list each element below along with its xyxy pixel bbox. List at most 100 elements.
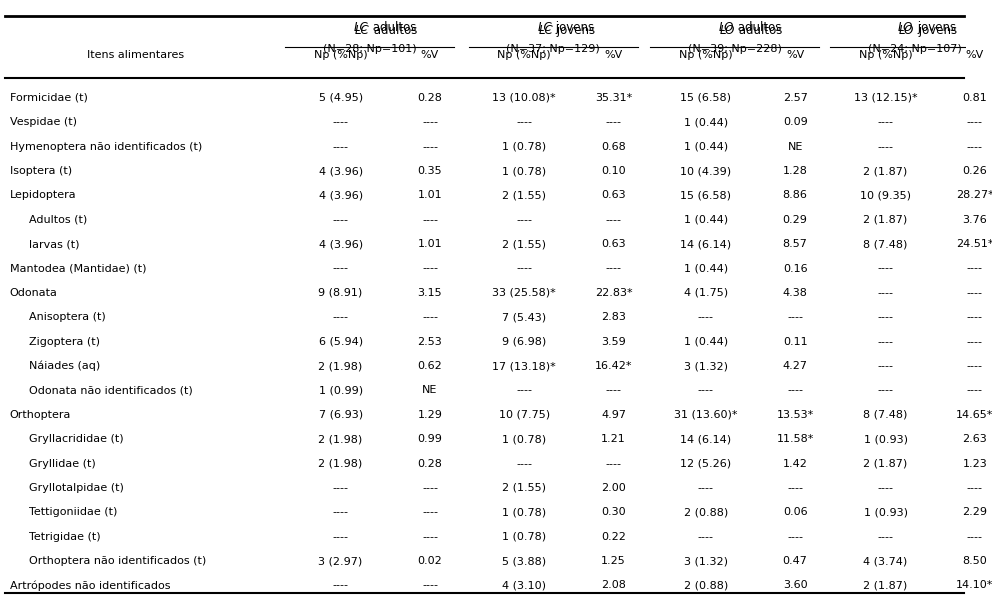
Text: ----: ----	[878, 142, 894, 151]
Text: 6 (5.94): 6 (5.94)	[318, 337, 363, 347]
Text: ----: ----	[878, 385, 894, 395]
Text: 15 (6.58): 15 (6.58)	[681, 190, 731, 201]
Text: Zigoptera (t): Zigoptera (t)	[29, 337, 100, 347]
Text: 14.10*: 14.10*	[956, 581, 992, 590]
Text: ----: ----	[332, 532, 348, 542]
Text: 2 (1.87): 2 (1.87)	[863, 458, 908, 469]
Text: 1 (0.44): 1 (0.44)	[683, 264, 728, 274]
Text: Np (%Np): Np (%Np)	[313, 50, 367, 60]
Text: LC: LC	[354, 21, 369, 34]
Text: 0.62: 0.62	[418, 361, 442, 371]
Text: Tetrigidae (t): Tetrigidae (t)	[29, 532, 100, 542]
Text: ----: ----	[332, 483, 348, 493]
Text: ----: ----	[697, 385, 714, 395]
Text: 13 (10.08)*: 13 (10.08)*	[492, 93, 556, 103]
Text: 1 (0.93): 1 (0.93)	[863, 434, 908, 444]
Text: adultos: adultos	[735, 24, 782, 37]
Text: 24.51*: 24.51*	[956, 239, 992, 249]
Text: ----: ----	[967, 313, 983, 322]
Text: ----: ----	[967, 264, 983, 274]
Text: 1 (0.78): 1 (0.78)	[502, 434, 547, 444]
Text: ----: ----	[516, 117, 532, 127]
Text: 1.23: 1.23	[962, 458, 987, 469]
Text: 3 (2.97): 3 (2.97)	[318, 556, 363, 566]
Text: 8 (7.48): 8 (7.48)	[863, 410, 908, 420]
Text: adultos: adultos	[369, 21, 416, 34]
Text: 0.81: 0.81	[962, 93, 987, 103]
Text: ----: ----	[697, 313, 714, 322]
Text: ----: ----	[422, 313, 437, 322]
Text: 1.25: 1.25	[601, 556, 626, 566]
Text: Np (%Np): Np (%Np)	[679, 50, 733, 60]
Text: 2.83: 2.83	[601, 313, 626, 322]
Text: 10 (4.39): 10 (4.39)	[681, 166, 731, 176]
Text: 0.28: 0.28	[418, 93, 442, 103]
Text: 0.26: 0.26	[962, 166, 987, 176]
Text: ----: ----	[878, 264, 894, 274]
Text: Orthoptera não identificados (t): Orthoptera não identificados (t)	[29, 556, 206, 566]
Text: 3 (1.32): 3 (1.32)	[683, 361, 728, 371]
Text: Odonata não identificados (t): Odonata não identificados (t)	[29, 385, 192, 395]
Text: ----: ----	[967, 483, 983, 493]
Text: LO: LO	[719, 24, 735, 37]
Text: (N=39; Np=228): (N=39; Np=228)	[687, 44, 782, 54]
Text: 8.50: 8.50	[962, 556, 987, 566]
Text: ----: ----	[332, 264, 348, 274]
Text: 17 (13.18)*: 17 (13.18)*	[492, 361, 557, 371]
Text: ----: ----	[788, 483, 804, 493]
Text: jovens: jovens	[554, 24, 595, 37]
Text: 11.58*: 11.58*	[777, 434, 813, 444]
Text: LO: LO	[898, 21, 914, 34]
Text: 7 (6.93): 7 (6.93)	[318, 410, 363, 420]
Text: 14 (6.14): 14 (6.14)	[681, 239, 731, 249]
Text: 2.63: 2.63	[962, 434, 987, 444]
Text: ----: ----	[422, 264, 437, 274]
Text: Hymenoptera não identificados (t): Hymenoptera não identificados (t)	[10, 142, 202, 151]
Text: Odonata: Odonata	[10, 288, 58, 298]
Text: 0.99: 0.99	[418, 434, 442, 444]
Text: ----: ----	[967, 385, 983, 395]
Text: 2 (0.88): 2 (0.88)	[683, 581, 728, 590]
Text: adultos: adultos	[370, 24, 417, 37]
Text: 4 (3.96): 4 (3.96)	[318, 166, 363, 176]
Text: ----: ----	[516, 385, 532, 395]
Text: ----: ----	[967, 361, 983, 371]
Text: ----: ----	[967, 117, 983, 127]
Text: ----: ----	[788, 532, 804, 542]
Text: 28.27*: 28.27*	[956, 190, 992, 201]
Text: 5 (4.95): 5 (4.95)	[318, 93, 363, 103]
Text: 2 (1.98): 2 (1.98)	[318, 361, 363, 371]
Text: 2 (1.87): 2 (1.87)	[863, 215, 908, 225]
Text: %V: %V	[966, 50, 984, 60]
Text: 0.63: 0.63	[601, 190, 626, 201]
Text: 2 (1.55): 2 (1.55)	[502, 483, 547, 493]
Text: 1.42: 1.42	[783, 458, 807, 469]
Text: ----: ----	[332, 507, 348, 517]
Text: 0.47: 0.47	[783, 556, 807, 566]
Text: Tettigoniidae (t): Tettigoniidae (t)	[29, 507, 117, 517]
Text: 14 (6.14): 14 (6.14)	[681, 434, 731, 444]
Text: 1 (0.44): 1 (0.44)	[683, 142, 728, 151]
Text: Gryllotalpidae (t): Gryllotalpidae (t)	[29, 483, 124, 493]
Text: 4.38: 4.38	[783, 288, 807, 298]
Text: LO: LO	[899, 24, 915, 37]
Text: Np (%Np): Np (%Np)	[859, 50, 913, 60]
Text: 4.27: 4.27	[783, 361, 807, 371]
Text: 1.01: 1.01	[418, 239, 442, 249]
Text: 2.08: 2.08	[601, 581, 626, 590]
Text: ----: ----	[967, 142, 983, 151]
Text: Anisoptera (t): Anisoptera (t)	[29, 313, 106, 322]
Text: 12 (5.26): 12 (5.26)	[681, 458, 731, 469]
Text: ----: ----	[878, 337, 894, 347]
Text: 14.65*: 14.65*	[956, 410, 992, 420]
Text: 0.16: 0.16	[783, 264, 807, 274]
Text: Np (%Np): Np (%Np)	[497, 50, 551, 60]
Text: ----: ----	[605, 385, 622, 395]
Text: larvas (t): larvas (t)	[29, 239, 79, 249]
Text: 0.11: 0.11	[783, 337, 807, 347]
Text: 0.22: 0.22	[601, 532, 626, 542]
Text: (N=24; Np=107): (N=24; Np=107)	[868, 44, 961, 54]
Text: 1.29: 1.29	[418, 410, 442, 420]
Text: 1 (0.99): 1 (0.99)	[318, 385, 363, 395]
Text: 3.76: 3.76	[962, 215, 987, 225]
